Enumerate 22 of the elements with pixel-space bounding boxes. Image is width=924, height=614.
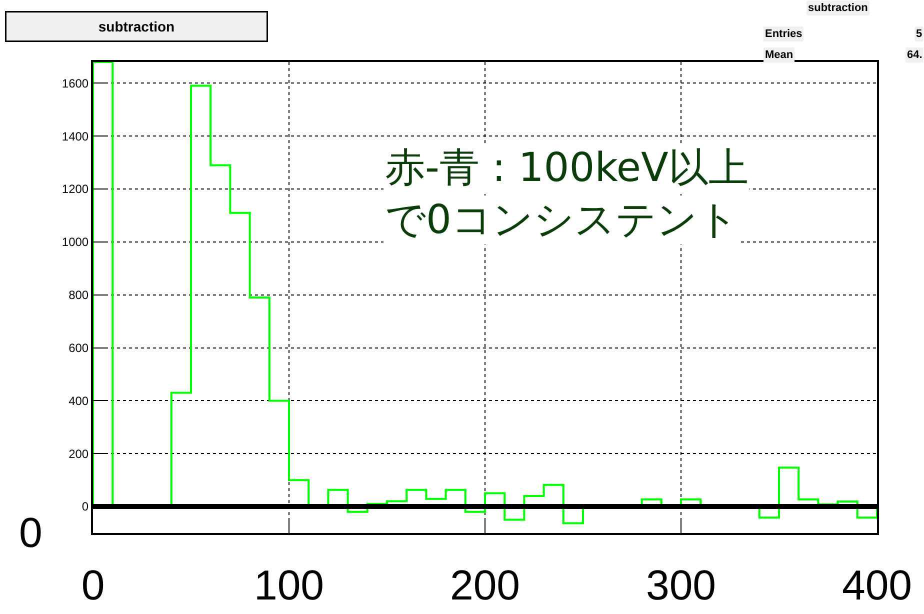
ref-line-label: 0 bbox=[19, 509, 42, 556]
x-tick-label: 200 bbox=[450, 561, 520, 608]
x-tick-label: 400 bbox=[842, 561, 912, 608]
annotation: 赤-青 : 100keV以上 bbox=[385, 145, 748, 191]
y-tick-label: 400 bbox=[68, 394, 89, 408]
y-tick-label: 1400 bbox=[62, 129, 89, 144]
text: Entries bbox=[765, 28, 802, 40]
text: 5 bbox=[916, 28, 922, 40]
text: subtraction bbox=[808, 2, 868, 14]
y-tick-label: 600 bbox=[68, 340, 89, 355]
text: 64. bbox=[907, 49, 922, 61]
y-tick-label: 1200 bbox=[62, 182, 89, 196]
y-tick-label: 0 bbox=[82, 500, 89, 514]
text: Mean bbox=[765, 49, 794, 61]
y-tick-label: 1600 bbox=[62, 76, 89, 90]
x-tick-label: 300 bbox=[646, 561, 716, 608]
y-tick-label: 200 bbox=[68, 446, 89, 461]
chart-title: subtraction bbox=[98, 18, 175, 34]
x-tick-label: 100 bbox=[254, 561, 324, 608]
y-tick-label: 1000 bbox=[62, 235, 89, 250]
y-tick-label: 800 bbox=[68, 288, 89, 302]
annotation: で0コンシステント bbox=[385, 197, 738, 243]
